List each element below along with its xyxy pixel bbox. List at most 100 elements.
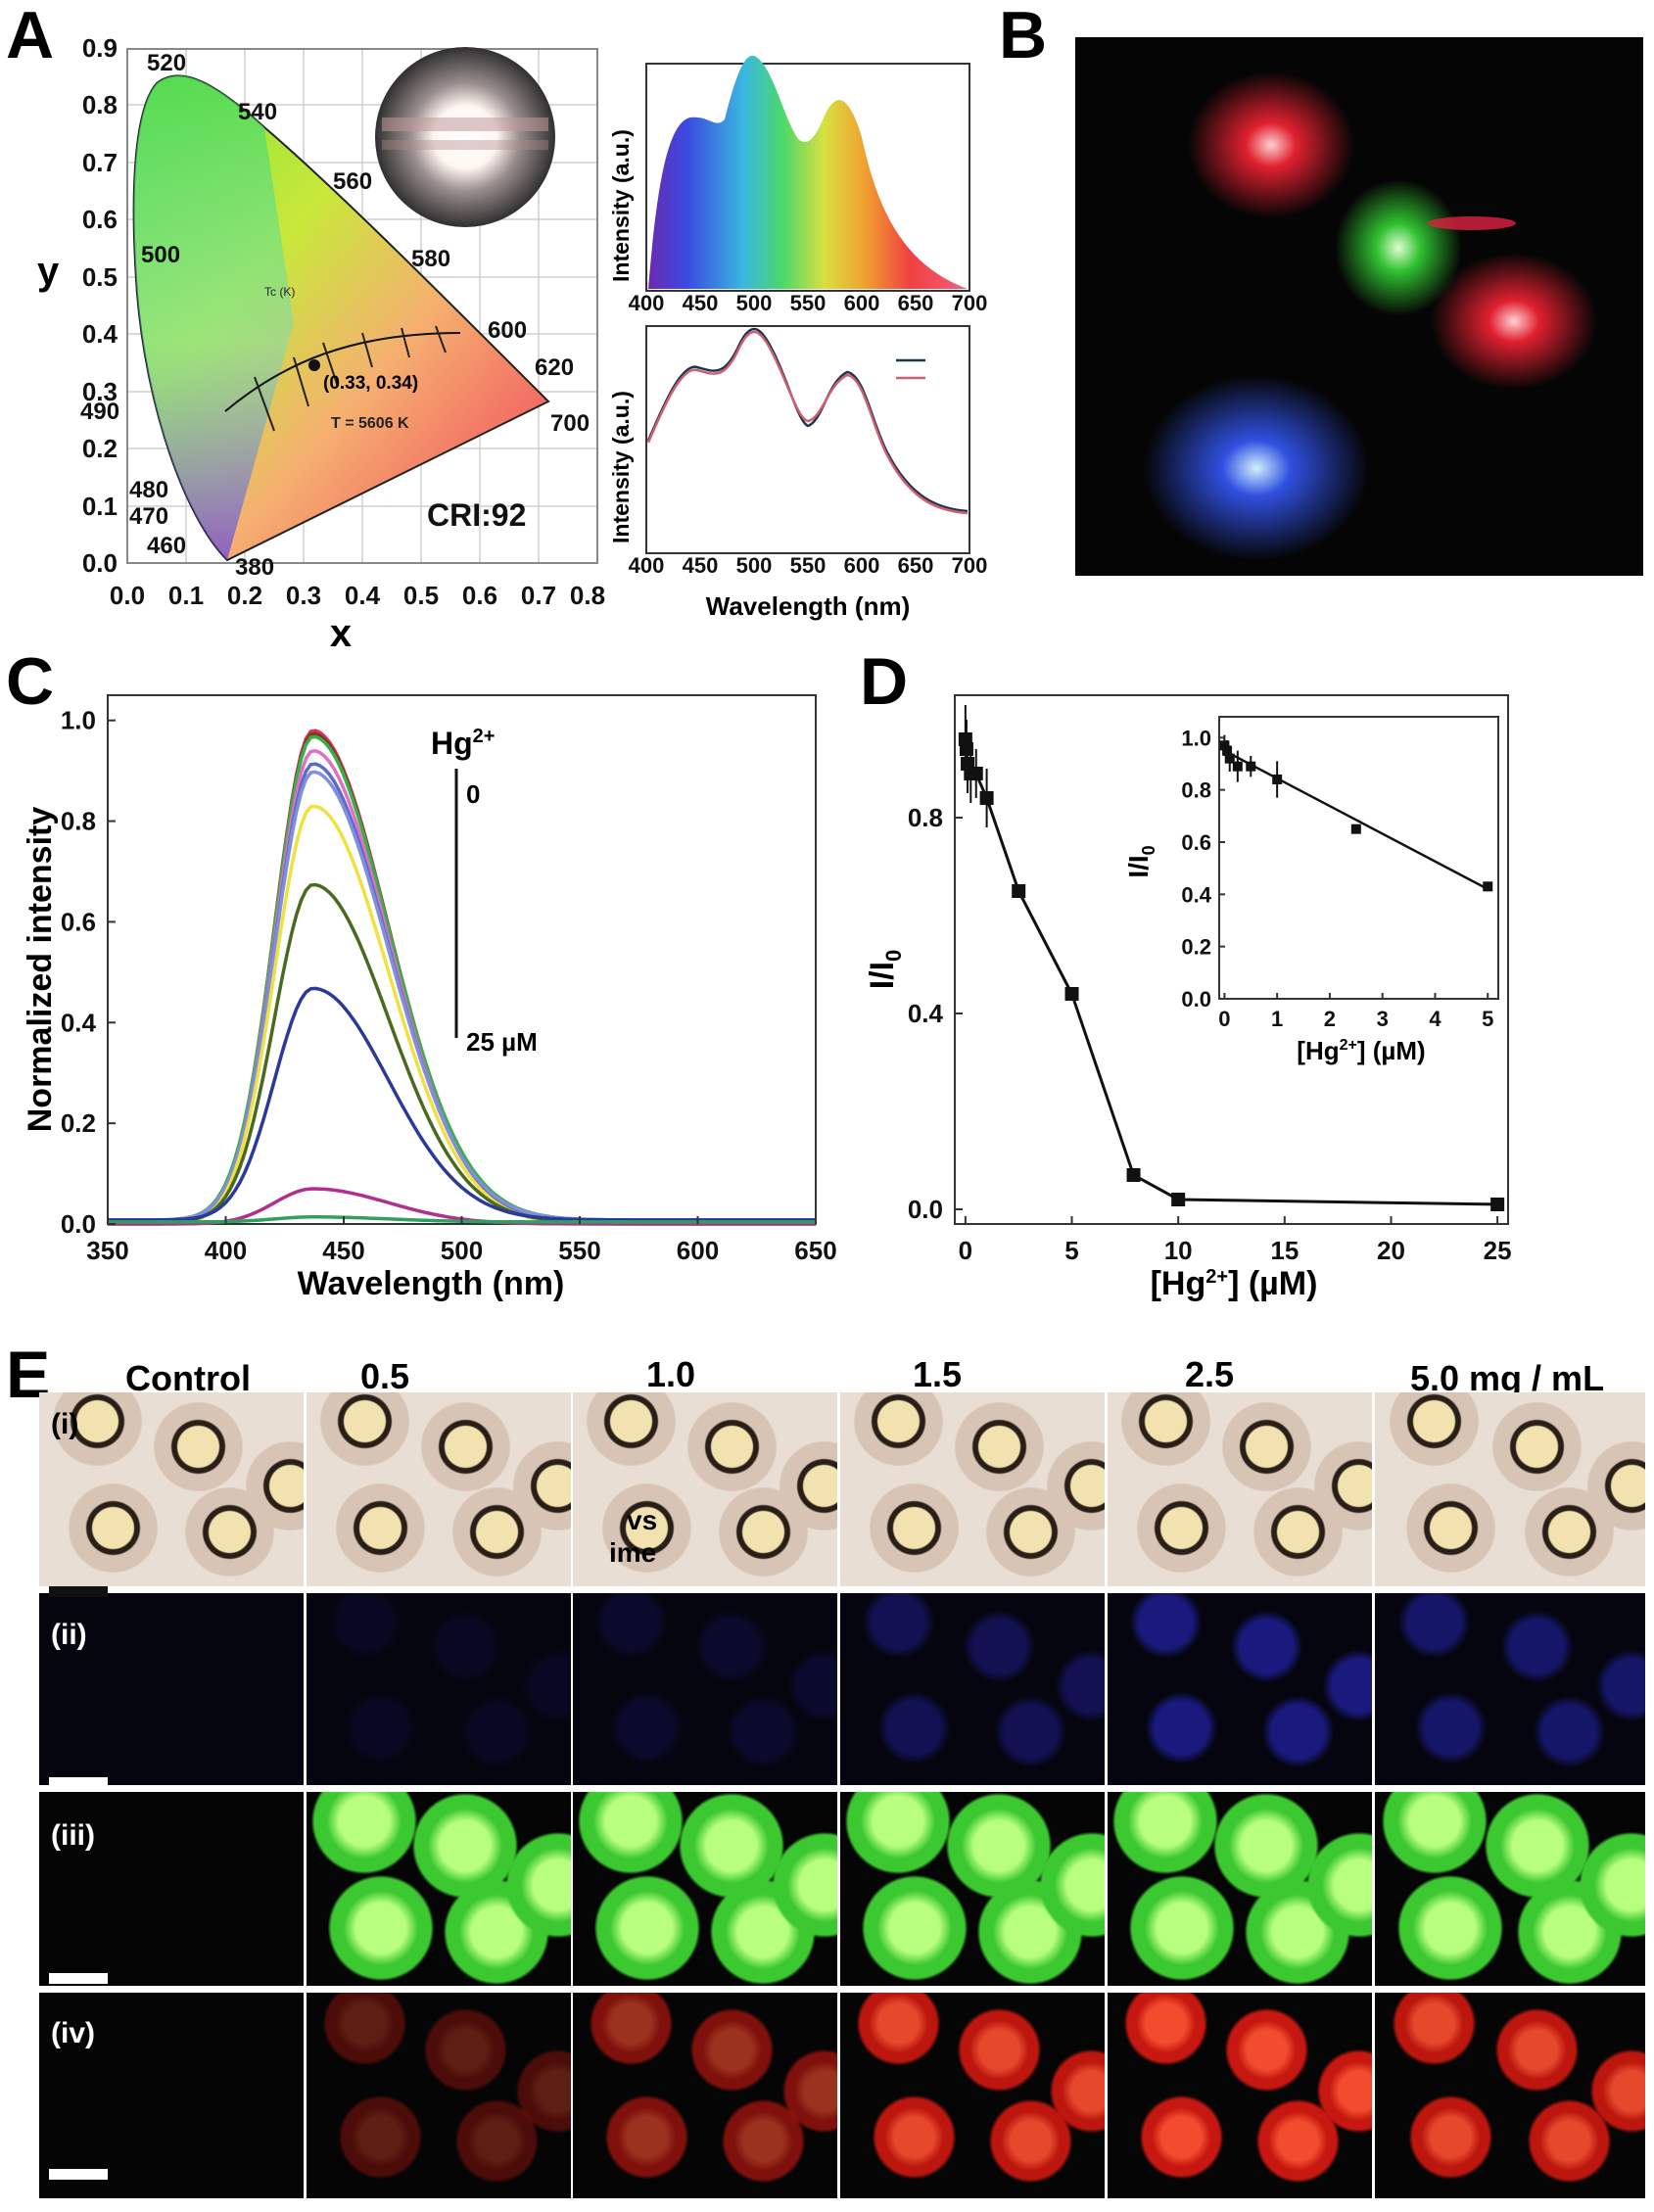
embryo [868,1680,962,1774]
cie-x-tick: 0.6 [462,581,497,610]
embryo [716,1684,810,1778]
cie-x-tick: 0.4 [345,581,381,610]
embryo [418,1600,512,1694]
chart-d-point [1490,1198,1505,1211]
embryo-image-cell [1375,1993,1645,2198]
spec-bot-x-tick: 500 [736,553,773,578]
spec-top-x-tick: 550 [790,291,827,315]
chart-d-inset-point [1246,761,1256,772]
embryo-image-cell [573,1792,837,1986]
embryo [1375,1792,1493,1880]
embryo-image-cell [573,1993,837,2198]
chart-d-point [1012,884,1026,898]
chart-d-y-tick-label: 0.0 [908,1195,943,1224]
embryo-image-cell [1375,1593,1645,1785]
chart-c-legend-title: Hg2+ [431,726,495,761]
green-led [1335,179,1462,316]
embryo-image-cell [840,1593,1105,1785]
chart-d-inset-y-tick-label: 0.2 [1181,935,1211,960]
chart-c-x-tick-label: 550 [558,1236,600,1265]
led-photo [375,47,555,227]
spec-top-x-tick: 500 [736,291,773,315]
embryo-image-cell [840,1792,1105,1986]
red-led [1431,253,1597,390]
cie-x-label: x [330,612,352,646]
embryo [1118,1593,1212,1669]
embryo [600,2090,694,2184]
embryo [952,2003,1046,2097]
chart-d-inset-y-tick-label: 0.4 [1181,882,1211,907]
spec-top-x-tick: 700 [952,291,988,315]
chart-d-ylabel: I/I0 [864,950,906,990]
embryo [1523,1684,1617,1778]
cie-x-tick: 0.2 [227,581,262,610]
panel-label-d: D [860,644,909,719]
chart-d-inset-point [1232,761,1243,772]
embryo [1219,1600,1313,1694]
embryo [312,1392,416,1474]
embryo [1398,1477,1502,1580]
embryo [1388,1993,1482,2071]
spec-bot-x-tick: 650 [898,553,934,578]
scale-bar [49,2169,108,2180]
chart-d-x-tick-label: 5 [1064,1236,1078,1265]
embryo [317,1593,411,1669]
chart-c-y-tick-label: 0.6 [61,907,96,936]
embryo [334,2090,428,2184]
embryo-image-cell [307,1593,571,1785]
embryo [863,1477,967,1580]
annotation-vs: vs [627,1505,658,1535]
cie-y-tick: 0.6 [82,205,118,234]
cie-point-label: (0.33, 0.34) [323,373,418,394]
panel-label-b: B [999,0,1048,72]
chart-d-inset-point [1222,745,1233,756]
embryo-image-cell [307,1792,571,1986]
chart-c-y-tick-label: 0.4 [61,1008,97,1037]
embryo [45,1392,149,1474]
cie-x-tick: 0.3 [286,581,321,610]
spectrum-plots: 400 450 500 550 600 650 700 Intensity (a… [608,55,988,621]
embryo-image-cell [1108,1392,1372,1586]
column-header-control: Control [125,1358,251,1398]
chart-d-inset-point [1272,775,1283,784]
embryo-image-cell [840,1993,1105,2198]
embryo [685,1600,779,1694]
cie-x-tick: 0.7 [521,581,556,610]
embryo [846,1392,950,1474]
embryo [1490,1600,1584,1694]
chart-d-x-tick-label: 20 [1377,1236,1405,1265]
column-header-1-0: 1.0 [646,1354,696,1394]
embryo [584,1993,678,2071]
column-header-1-5: 1.5 [913,1354,963,1394]
embryo [685,2003,779,2097]
chart-d-xlabel: [Hg2+] (µM) [1151,1265,1318,1302]
chart-c-xlabel: Wavelength (nm) [298,1265,565,1302]
chart-d-inset-y-tick-label: 0.6 [1181,830,1211,855]
cie-y-label: y [37,250,60,293]
spec-bot-x-tick: 600 [844,553,880,578]
chart-d-inset-y-tick-label: 0.8 [1181,778,1211,803]
embryo [595,1477,699,1580]
embryo [588,1868,706,1986]
chart-d-inset-x-tick-label: 3 [1377,1007,1389,1031]
chart-c-frame [107,694,817,1225]
embryo-image-cell [39,1593,304,1785]
scale-bar [49,1586,108,1597]
wl-label: 470 [129,503,168,530]
embryo-image-cell [39,1392,304,1586]
chart-d-x-tick-label: 25 [1484,1236,1512,1265]
spec-bot-xlabel: Wavelength (nm) [706,591,910,621]
chart-c-x-tick-label: 600 [677,1236,719,1265]
embryo-image-cell [1108,1993,1372,2198]
embryo [1118,1993,1212,2071]
cie-x-tick: 0.8 [570,581,605,610]
embryo [983,1684,1077,1778]
scale-bar [49,1777,108,1788]
embryo-image-cell [307,1392,571,1586]
spec-top-x-tick: 450 [683,291,719,315]
embryo-image-cell [1108,1792,1372,1986]
embryo [62,1477,165,1580]
embryo [1219,2003,1313,2097]
chart-d-inset-point [1350,824,1361,834]
embryo [1392,1868,1510,1986]
